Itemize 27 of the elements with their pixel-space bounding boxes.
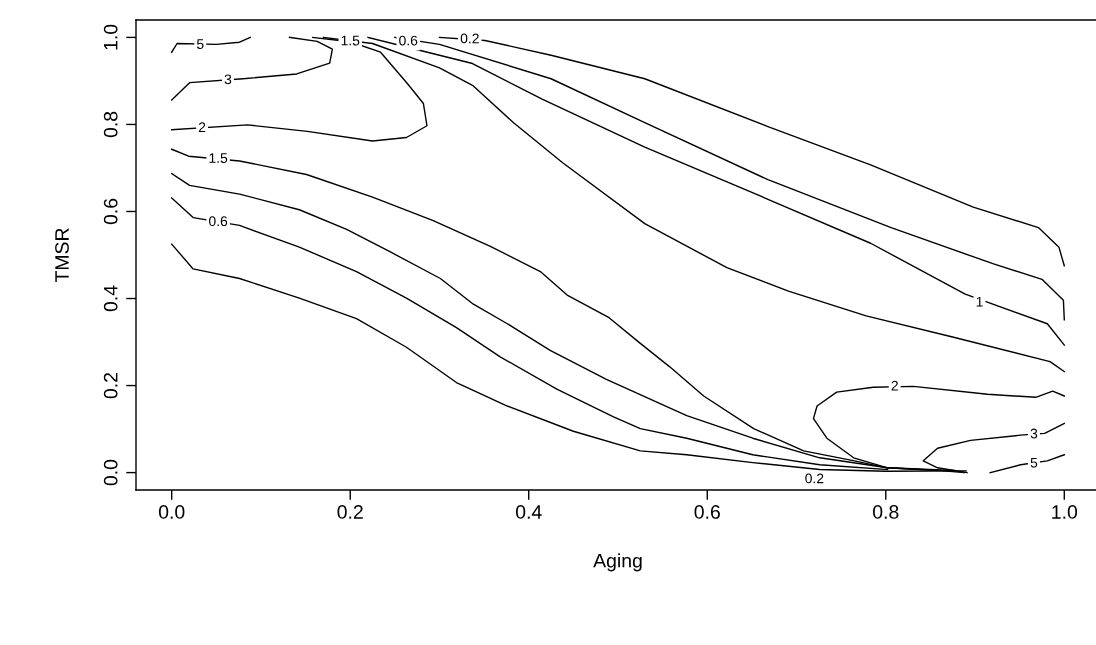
annotation: 0.6 [399,35,418,46]
y-axis-title: TMSR [55,228,69,283]
x-tick-label: 0.8 [873,505,899,519]
annotation: 0.2 [805,473,824,484]
x-tick-label: 0.4 [515,505,542,519]
y-tick-label: 0.2 [103,373,118,399]
annotation: 1.5 [209,153,228,163]
annotation: 2 [198,122,206,132]
annotation: 0.2 [460,33,479,44]
annotation: 1 [976,296,983,307]
y-tick-label: 0.0 [103,459,118,486]
x-axis-title: Aging [593,553,642,572]
annotation: 2 [891,380,898,391]
y-tick-label: 0.4 [103,285,118,312]
x-tick-label: 1.0 [1052,505,1078,519]
annotation: 0.6 [209,216,228,227]
annotation: 1.5 [341,35,360,46]
annotation: 3 [224,74,232,85]
x-tick-label: 0.6 [694,505,720,519]
y-tick-label: 0.6 [103,198,118,225]
annotation: 5 [1030,457,1038,468]
x-tick-label: 0.2 [337,505,363,519]
x-tick-label: 0.0 [158,505,185,519]
annotation: 5 [196,39,204,49]
y-tick-label: 1.0 [103,24,118,50]
y-tick-label: 0.8 [103,111,118,138]
annotation: 3 [1030,428,1038,439]
